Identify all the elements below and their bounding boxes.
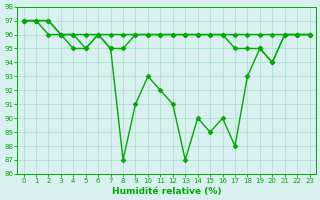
- X-axis label: Humidité relative (%): Humidité relative (%): [112, 187, 221, 196]
